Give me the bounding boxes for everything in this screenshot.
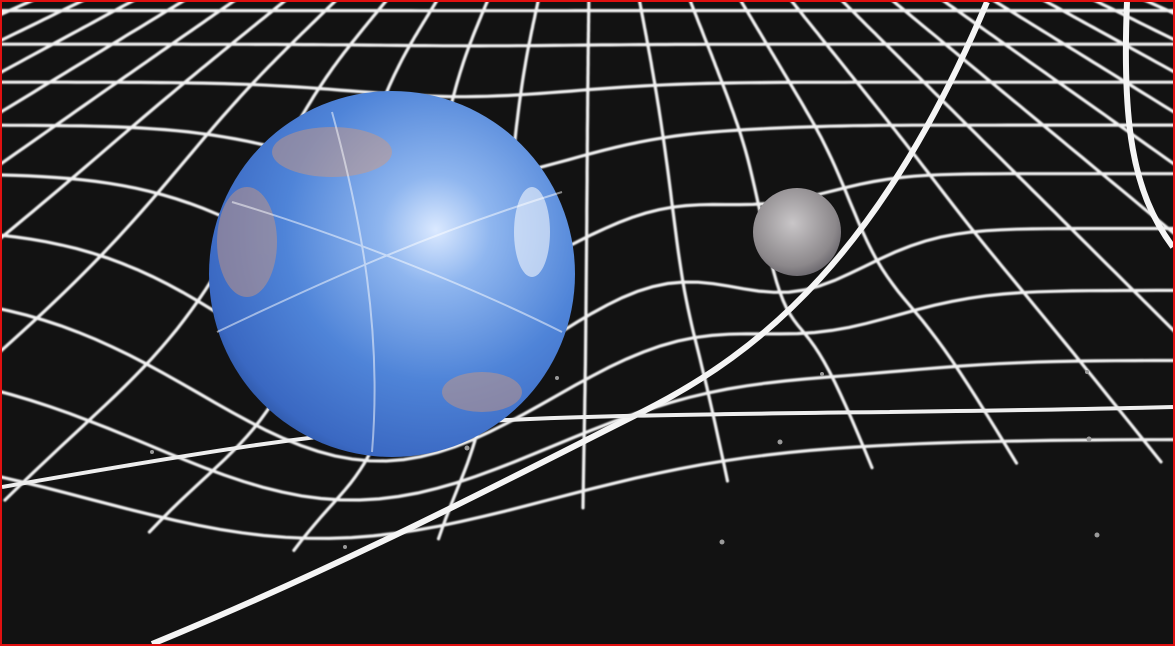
grid-edge-line [1122,2,1173,249]
stars [150,370,1100,549]
grid-line [2,358,1173,502]
grid-line [942,2,1173,166]
earth-continents [217,127,522,412]
grid-line [581,2,591,510]
grid-line [2,42,1173,48]
grid-line [2,2,337,353]
grid-line [638,2,730,483]
grid-line [841,2,1173,333]
earth [209,91,575,457]
earth-highlight [514,187,550,277]
grid-line [2,226,1173,399]
grid-line [739,2,1019,465]
grid-line [2,438,1173,541]
grid-line [790,2,1163,464]
grid-line [2,80,1173,99]
grid-line [891,2,1173,235]
moon [753,188,841,276]
grid-line [2,123,1173,184]
grid-line [2,288,1173,463]
grid-line [688,2,874,470]
earth-grid-reflection [216,111,563,453]
grid-line [2,2,286,240]
grid-line [2,172,1173,297]
grid-edge-line [150,2,990,644]
grid-line [2,2,236,166]
